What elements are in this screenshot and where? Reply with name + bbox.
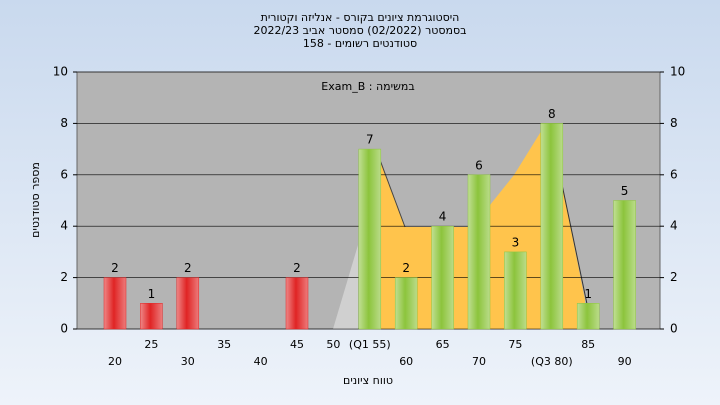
x-tick-label: 50 <box>326 338 340 351</box>
x-tick-label: 75 <box>508 338 522 351</box>
y2-tick-label: 8 <box>670 116 678 130</box>
y-axis-label: מספר סטודנטים <box>29 162 42 238</box>
x-tick-label: 20 <box>108 355 122 368</box>
bar <box>285 277 309 330</box>
bar <box>504 251 527 330</box>
y-tick-label: 8 <box>60 116 68 130</box>
chart-subtitle: בסמסטר (02/2022) סמסטר אביב 2022/23 <box>253 24 466 37</box>
y-tick-label: 2 <box>60 270 68 284</box>
data-label: 4 <box>439 210 447 224</box>
x-tick-label: 30 <box>181 355 195 368</box>
annotation: Exam_B : במשימה <box>321 80 414 93</box>
data-label: 1 <box>148 287 156 301</box>
y2-tick-label: 6 <box>670 167 678 181</box>
y2-tick-label: 10 <box>670 65 685 79</box>
y2-tick-label: 4 <box>670 219 678 233</box>
x-tick-label: 85 <box>581 338 595 351</box>
bar <box>540 123 564 330</box>
bar <box>103 277 127 330</box>
x-tick-label: 35 <box>217 338 231 351</box>
data-label: 6 <box>475 158 483 172</box>
bar <box>431 225 454 330</box>
decor-area <box>333 245 358 329</box>
data-label: 2 <box>184 261 192 275</box>
x-axis-label: טווח ציונים <box>343 374 393 387</box>
chart-title: היסטוגרמת ציונים בקורס - אנליזה וקטורית <box>261 11 460 24</box>
data-label: 2 <box>402 261 410 275</box>
y-tick-label: 4 <box>60 219 68 233</box>
x-tick-label: (Q3 80) <box>531 355 573 368</box>
x-tick-label: 40 <box>254 355 268 368</box>
bar <box>394 277 418 330</box>
chart-subtitle: סטודנטים רשומים - 158 <box>303 37 417 50</box>
x-tick-label: 90 <box>618 355 632 368</box>
decor-line <box>379 159 406 228</box>
bar <box>576 303 600 330</box>
x-tick-label: 60 <box>399 355 413 368</box>
y2-tick-label: 2 <box>670 270 678 284</box>
x-tick-label: (Q1 55) <box>349 338 391 351</box>
data-label: 2 <box>293 261 301 275</box>
data-label: 7 <box>366 133 374 147</box>
bar <box>467 174 491 330</box>
y-tick-label: 6 <box>60 167 68 181</box>
bar <box>140 303 163 330</box>
x-tick-label: 70 <box>472 355 486 368</box>
bar <box>176 277 200 330</box>
data-label: 2 <box>111 261 119 275</box>
y-tick-label: 0 <box>60 322 68 336</box>
data-label: 3 <box>512 235 520 249</box>
decor-line <box>559 174 588 305</box>
y-tick-label: 10 <box>53 65 68 79</box>
bar <box>613 200 636 330</box>
x-tick-label: 25 <box>144 338 158 351</box>
data-label: 8 <box>548 107 556 121</box>
bar <box>358 148 382 330</box>
x-tick-label: 45 <box>290 338 304 351</box>
y2-tick-label: 0 <box>670 322 678 336</box>
data-label: 5 <box>621 184 629 198</box>
data-label: 1 <box>584 287 592 301</box>
x-tick-label: 65 <box>436 338 450 351</box>
